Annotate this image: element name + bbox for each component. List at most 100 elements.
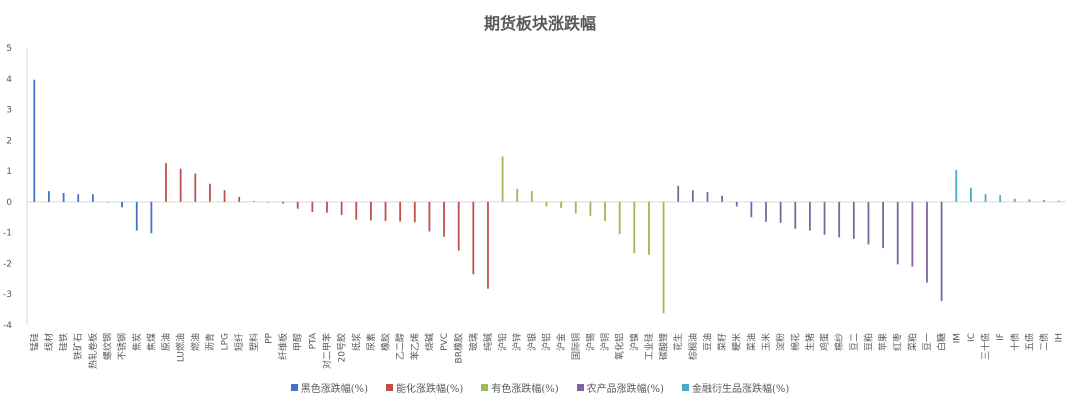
x-tick-label: 短纤: [233, 333, 245, 351]
bar-棕榈油: [691, 190, 694, 202]
x-tick-label: 沥青: [204, 333, 216, 351]
bar-20号胶: [340, 201, 343, 216]
bar-LU燃油: [179, 168, 182, 202]
x-tick-label: IC: [967, 333, 977, 342]
x-tick-label: 白糖: [936, 333, 948, 351]
x-tick-label: IH: [1055, 333, 1065, 342]
legend-label: 能化涨跌幅(%): [396, 384, 464, 395]
x-tick-label: 菜粕: [906, 333, 918, 351]
x-tick-label: 氧化铝: [614, 333, 626, 360]
bar-线材: [48, 191, 50, 202]
bar-烧碱: [428, 201, 431, 232]
bar-纸浆: [355, 201, 358, 220]
bar-PP: [267, 201, 270, 203]
y-axis: -4 -3 -2 -1 0 1 2 3 4 5: [3, 44, 1066, 331]
bar-豆油: [706, 192, 709, 202]
legend-item: 金融衍生品涨跌幅(%): [681, 380, 790, 395]
bar-硅铁: [62, 192, 65, 202]
legend-label: 金融衍生品涨跌幅(%): [691, 384, 790, 395]
bar-BR橡胶: [457, 201, 460, 251]
x-tick-label: 燃油: [189, 333, 201, 351]
x-tick-label: LPG: [221, 333, 231, 350]
bar-铁矿石: [77, 194, 80, 202]
x-axis-labels: 锰硅 线材 硅铁 铁矿石 热轧卷板 螺纹钢 不锈钢 焦炭 焦煤 原油 LU燃油 燃油 沥青 LPG 短纤 塑料…: [28, 332, 1064, 369]
bar-十债: [1013, 198, 1016, 202]
legend-item: 能化涨跌幅(%): [386, 380, 463, 395]
bar-LPG: [223, 190, 226, 202]
bar-锰硅: [33, 79, 36, 202]
bar-苹果: [882, 201, 884, 249]
bar-沪银: [530, 191, 533, 202]
chart-canvas: -4 -3 -2 -1 0 1 2 3 4 5 锰硅 线材 硅铁 铁矿石 热轧卷板 螺纹钢 不锈钢 焦炭 焦煤 原油…: [3, 44, 1066, 369]
bar-橡胶: [384, 201, 387, 221]
bar-IM: [955, 169, 958, 202]
bar-焦煤: [150, 201, 153, 234]
bar-棉花: [794, 201, 797, 229]
x-tick-label: 塑料: [248, 333, 260, 351]
y-tick-label: -2: [3, 259, 12, 269]
x-tick-label: 玉米: [760, 333, 772, 351]
bar-菜油: [750, 201, 753, 218]
x-tick-label: 苯乙烯: [409, 333, 421, 360]
bar-花生: [677, 185, 680, 202]
x-tick-label: 铁矿石: [72, 333, 84, 360]
x-tick-label: 锰硅: [28, 333, 40, 351]
bar-豆一: [926, 201, 928, 283]
bar-工业硅: [648, 201, 650, 255]
x-tick-label: 淀粉: [775, 333, 787, 351]
legend: 黑色涨跌幅(%) 能化涨跌幅(%) 有色涨跌幅(%) 农产品涨跌幅(%) 金融衍生品涨跌…: [0, 380, 1080, 395]
bar-白糖: [940, 201, 943, 301]
x-tick-label: 沪镍: [628, 333, 640, 351]
bar-棉纱: [838, 201, 841, 238]
x-tick-label: IM: [952, 333, 962, 343]
x-tick-label: 沪金: [555, 333, 567, 351]
bar-氧化铝: [618, 201, 621, 235]
bar-菜粕: [911, 201, 914, 267]
bar-对二甲苯: [326, 201, 328, 213]
bar-豆粕: [867, 201, 870, 245]
x-tick-label: 原油: [160, 333, 172, 351]
x-tick-label: 棉纱: [833, 333, 845, 351]
bar-玻璃: [472, 201, 475, 275]
bar-塑料: [252, 201, 255, 202]
x-tick-label: 五债: [1023, 333, 1035, 351]
bar-沪铜: [604, 201, 606, 221]
legend-label: 黑色涨跌幅(%): [300, 384, 369, 395]
bar-尿素: [369, 201, 372, 221]
x-tick-label: 20号胶: [336, 333, 348, 362]
legend-swatch: [481, 384, 489, 391]
legend-label: 农产品涨跌幅(%): [586, 384, 664, 395]
bar-IC: [969, 187, 972, 202]
x-tick-label: 烧碱: [423, 333, 435, 351]
x-tick-label: 菜籽: [716, 333, 728, 351]
bar-国际铜: [574, 201, 577, 214]
y-tick-label: 3: [6, 106, 12, 116]
x-tick-label: 硅铁: [58, 333, 70, 351]
x-tick-label: 豆二: [849, 333, 860, 351]
x-tick-label: 纤维板: [277, 333, 289, 360]
bar-PVC: [443, 201, 445, 237]
x-tick-label: 焦煤: [145, 333, 157, 351]
x-tick-label: 沪锡: [584, 333, 596, 351]
y-tick-label: 1: [6, 167, 12, 177]
x-tick-label: 尿素: [365, 333, 377, 351]
y-tick-label: 2: [6, 136, 12, 146]
x-tick-label: 花生: [672, 333, 684, 351]
bar-短纤: [238, 196, 241, 202]
x-tick-label: 沪银: [526, 333, 538, 351]
bar-焦炭: [135, 201, 138, 231]
x-tick-label: 纯碱: [482, 333, 494, 351]
legend-item: 黑色涨跌幅(%): [290, 380, 369, 395]
bar-红枣: [896, 201, 899, 265]
x-tick-label: 沪铜: [599, 333, 611, 351]
x-tick-label: 不锈钢: [116, 333, 128, 360]
legend-swatch: [576, 384, 584, 391]
chart-title: 期货板块涨跌幅: [483, 14, 596, 33]
x-tick-label: 沪铅: [497, 333, 509, 351]
bar-淀粉: [779, 201, 782, 223]
x-tick-label: 沪锌: [511, 333, 523, 351]
bar-沪锡: [589, 201, 592, 216]
legend-swatch: [681, 384, 689, 391]
bar-纯碱: [487, 201, 489, 289]
bar-沪铝: [545, 201, 548, 207]
